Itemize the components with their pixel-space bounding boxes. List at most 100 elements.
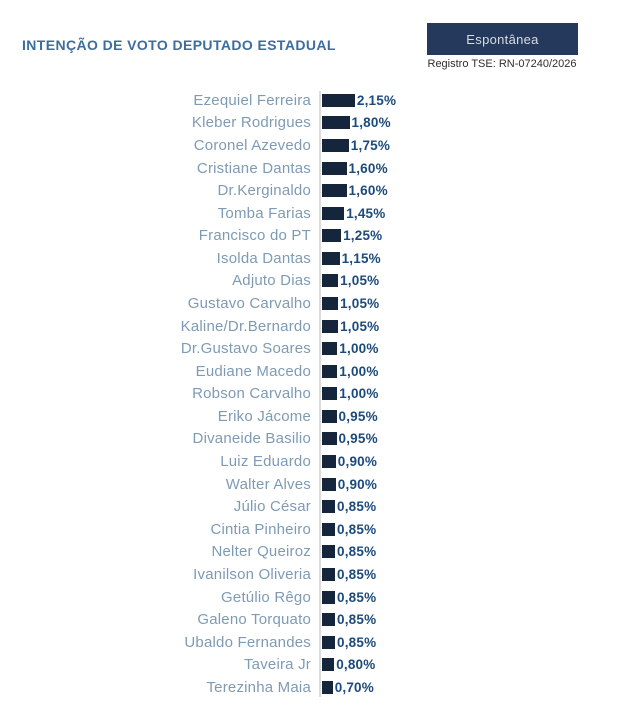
chart-row: Cintia Pinheiro 0,85% bbox=[0, 518, 642, 541]
candidate-label: Adjuto Dias bbox=[232, 272, 311, 290]
bar bbox=[322, 206, 345, 220]
candidate-label: Francisco do PT bbox=[198, 227, 311, 245]
chart-row: Isolda Dantas 1,15% bbox=[0, 247, 642, 270]
candidate-label: Júlio César bbox=[233, 498, 311, 516]
value-label: 0,90% bbox=[337, 454, 378, 470]
bar bbox=[322, 613, 335, 627]
value-label: 0,85% bbox=[337, 521, 377, 537]
bar bbox=[322, 387, 338, 401]
value-label: 1,25% bbox=[343, 228, 383, 244]
bar-area: 0,85% bbox=[322, 499, 376, 514]
tse-registry-text: Registro TSE: RN-07240/2026 bbox=[427, 58, 577, 70]
bar bbox=[322, 274, 339, 288]
candidate-label: Dr.Kerginaldo bbox=[217, 182, 311, 200]
bar-area: 1,15% bbox=[322, 251, 381, 266]
bar-area: 2,15% bbox=[322, 93, 396, 108]
candidate-label: Taveira Jr bbox=[243, 656, 311, 674]
chart-row: Getúlio Rêgo 0,85% bbox=[0, 586, 642, 609]
bar bbox=[322, 455, 336, 469]
bar bbox=[322, 500, 335, 514]
candidate-label: Cristiane Dantas bbox=[196, 159, 311, 177]
bar bbox=[322, 342, 338, 356]
chart-row: Coronel Azevedo 1,75% bbox=[0, 134, 642, 157]
candidate-label: Divaneide Basilio bbox=[192, 430, 311, 448]
candidate-label: Terezinha Maia bbox=[206, 678, 311, 696]
candidate-label: Nelter Queiroz bbox=[211, 543, 311, 561]
bar-area: 0,85% bbox=[322, 612, 376, 627]
candidate-label: Ezequiel Ferreira bbox=[193, 91, 311, 109]
value-label: 1,60% bbox=[348, 160, 388, 176]
bar bbox=[322, 184, 347, 198]
bar bbox=[322, 590, 335, 604]
chart-row: Francisco do PT 1,25% bbox=[0, 224, 642, 247]
bar-area: 1,60% bbox=[322, 183, 388, 198]
bar-area: 0,85% bbox=[322, 590, 376, 605]
bar bbox=[322, 319, 339, 333]
value-label: 1,00% bbox=[339, 386, 379, 402]
value-label: 1,05% bbox=[340, 318, 380, 334]
value-label: 0,95% bbox=[338, 431, 378, 447]
candidate-label: Kleber Rodrigues bbox=[191, 114, 311, 132]
candidate-label: Eriko Jácome bbox=[217, 407, 311, 425]
bar bbox=[322, 364, 338, 378]
bar bbox=[322, 161, 347, 175]
axis-line bbox=[319, 91, 321, 697]
chart-row: Cristiane Dantas 1,60% bbox=[0, 157, 642, 180]
bar-area: 1,00% bbox=[322, 386, 379, 401]
bar-area: 1,75% bbox=[322, 138, 390, 153]
candidate-label: Walter Alves bbox=[225, 475, 311, 493]
bar-area: 1,05% bbox=[322, 296, 379, 311]
chart-row: Luiz Eduardo 0,90% bbox=[0, 450, 642, 473]
candidate-label: Ivanilson Oliveria bbox=[193, 565, 311, 583]
bar bbox=[322, 658, 335, 672]
chart-row: Ubaldo Fernandes 0,85% bbox=[0, 631, 642, 654]
chart-row: Eriko Jácome 0,95% bbox=[0, 405, 642, 428]
bar bbox=[322, 680, 333, 694]
bar bbox=[322, 477, 336, 491]
value-label: 0,85% bbox=[337, 499, 377, 515]
value-label: 2,15% bbox=[356, 92, 397, 108]
badge-espontanea[interactable]: Espontânea bbox=[427, 23, 578, 55]
value-label: 0,85% bbox=[337, 634, 377, 650]
bar-area: 0,90% bbox=[322, 454, 377, 469]
bar-area: 0,85% bbox=[322, 567, 376, 582]
chart-row: Eudiane Macedo 1,00% bbox=[0, 360, 642, 383]
value-label: 0,85% bbox=[337, 612, 377, 628]
candidate-label: Cintia Pinheiro bbox=[210, 520, 311, 538]
bar-area: 1,00% bbox=[322, 364, 379, 379]
bar-area: 1,00% bbox=[322, 341, 379, 356]
chart-row: Dr.Kerginaldo 1,60% bbox=[0, 179, 642, 202]
bar bbox=[322, 251, 340, 265]
value-label: 1,15% bbox=[341, 250, 381, 266]
chart-row: Gustavo Carvalho 1,05% bbox=[0, 292, 642, 315]
chart-row: Ezequiel Ferreira 2,15% bbox=[0, 89, 642, 112]
chart-row: Dr.Gustavo Soares 1,00% bbox=[0, 337, 642, 360]
value-label: 1,00% bbox=[339, 363, 379, 379]
candidate-label: Dr.Gustavo Soares bbox=[180, 340, 311, 358]
value-label: 0,95% bbox=[338, 408, 378, 424]
chart-row: Kleber Rodrigues 1,80% bbox=[0, 112, 642, 135]
value-label: 1,05% bbox=[340, 295, 380, 311]
value-label: 1,00% bbox=[339, 341, 379, 357]
chart-rows: Ezequiel Ferreira 2,15% Kleber Rodrigues… bbox=[0, 89, 642, 699]
value-label: 0,85% bbox=[337, 566, 377, 582]
bar bbox=[322, 138, 349, 152]
candidate-label: Ubaldo Fernandes bbox=[184, 633, 311, 651]
value-label: 1,05% bbox=[340, 273, 380, 289]
candidate-label: Getúlio Rêgo bbox=[221, 588, 311, 606]
candidate-label: Luiz Eduardo bbox=[220, 453, 311, 471]
bar-area: 0,85% bbox=[322, 522, 376, 537]
candidate-label: Gustavo Carvalho bbox=[187, 294, 311, 312]
bar-area: 1,05% bbox=[322, 319, 379, 334]
bar-area: 1,05% bbox=[322, 273, 379, 288]
bar bbox=[322, 635, 335, 649]
value-label: 0,85% bbox=[337, 544, 377, 560]
value-label: 1,60% bbox=[348, 183, 388, 199]
bar-area: 0,85% bbox=[322, 544, 376, 559]
bar bbox=[322, 93, 355, 107]
chart-row: Taveira Jr 0,80% bbox=[0, 653, 642, 676]
bar-area: 0,90% bbox=[322, 477, 377, 492]
bar bbox=[322, 229, 342, 243]
chart-row: Kaline/Dr.Bernardo 1,05% bbox=[0, 315, 642, 338]
